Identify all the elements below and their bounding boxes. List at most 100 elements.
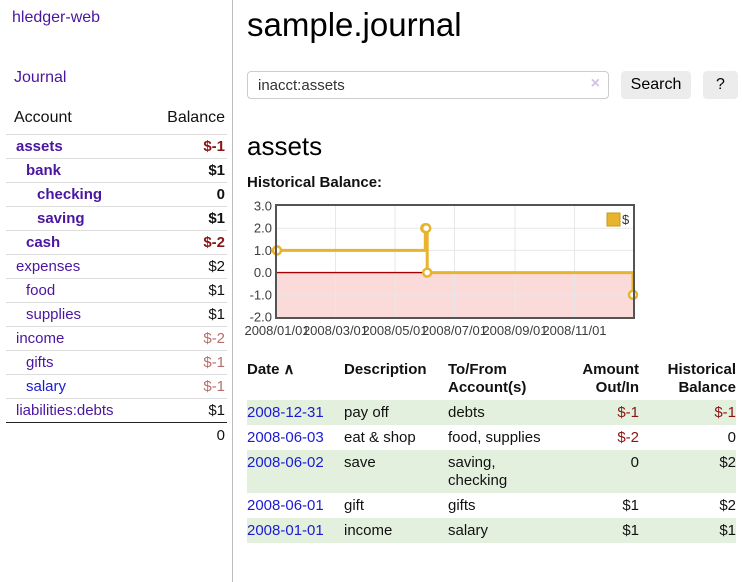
register-row: 2008-06-01 gift gifts $1 $2 xyxy=(247,493,736,518)
date-cell: 2008-01-01 xyxy=(247,518,344,543)
balance-column-header: Balance xyxy=(167,109,225,126)
register-row: 2008-01-01 income salary $1 $1 xyxy=(247,518,736,543)
date-cell: 2008-12-31 xyxy=(247,400,344,425)
account-link-saving[interactable]: saving xyxy=(37,210,85,227)
transaction-date-link[interactable]: 2008-06-03 xyxy=(247,429,324,446)
register-row: 2008-06-02 save saving, checking 0 $2 xyxy=(247,450,736,493)
balance-column-header: Historical Balance xyxy=(667,361,736,396)
amount-cell: $-1 xyxy=(617,404,639,421)
account-link-salary[interactable]: salary xyxy=(26,378,67,395)
sidebar-account-row: income $-2 xyxy=(6,326,227,350)
amount-cell: $-2 xyxy=(617,429,639,446)
date-cell: 2008-06-02 xyxy=(247,450,344,493)
svg-text:-2.0: -2.0 xyxy=(250,310,272,325)
page-title: sample.journal xyxy=(247,6,462,43)
sidebar-account-row: checking 0 xyxy=(6,182,227,206)
tofrom-accounts-cell: salary xyxy=(448,522,489,539)
sidebar-account-row: assets $-1 xyxy=(6,134,227,158)
sidebar-item-journal[interactable]: Journal xyxy=(14,69,67,86)
description-column-header: Description xyxy=(344,361,427,378)
tofrom-accounts-cell: debts xyxy=(448,404,485,421)
svg-text:2008/05/01: 2008/05/01 xyxy=(362,323,427,338)
tofrom-column-header: To/From Account(s) xyxy=(448,361,527,396)
account-balance: $-1 xyxy=(203,378,225,395)
tofrom-accounts-cell: saving, checking xyxy=(448,454,508,489)
tofrom-accounts-cell: gifts xyxy=(448,497,476,514)
search-input[interactable] xyxy=(247,71,609,99)
sidebar-account-row: gifts $-1 xyxy=(6,350,227,374)
sidebar-account-row: expenses $2 xyxy=(6,254,227,278)
account-link-checking[interactable]: checking xyxy=(37,186,103,203)
search-button[interactable]: Search xyxy=(621,71,691,99)
register-header-row: Date ∧ Description To/From Account(s) Amo… xyxy=(247,361,736,400)
account-balance: $1 xyxy=(208,306,225,323)
balance-cell: $1 xyxy=(719,522,736,539)
sidebar-account-row: bank $1 xyxy=(6,158,227,182)
svg-text:2.0: 2.0 xyxy=(254,221,272,236)
account-link-cash[interactable]: cash xyxy=(26,234,61,251)
transaction-date-link[interactable]: 2008-12-31 xyxy=(247,404,324,421)
svg-text:3.0: 3.0 xyxy=(254,201,272,214)
account-heading: assets xyxy=(247,131,323,161)
sidebar-account-row: saving $1 xyxy=(6,206,227,230)
amount-cell: $1 xyxy=(622,497,639,514)
help-button[interactable]: ? xyxy=(703,71,738,99)
tofrom-accounts-cell: food, supplies xyxy=(448,429,541,446)
account-column-header: Account xyxy=(14,109,72,126)
register-row: 2008-06-03 eat & shop food, supplies $-2 0 xyxy=(247,425,736,450)
account-balance: $1 xyxy=(208,162,225,179)
amount-cell: $1 xyxy=(622,522,639,539)
transaction-date-link[interactable]: 2008-06-02 xyxy=(247,454,324,471)
sidebar-account-row: cash $-2 xyxy=(6,230,227,254)
amount-column-header: Amount Out/In xyxy=(582,361,639,396)
accounts-table: Account Balance assets $-1 bank $1 checking 0… xyxy=(6,107,227,444)
historical-balance-chart[interactable]: $3.0 2.0 1.0 0.0 -1.0 -2.02008/01/012008/03/0… xyxy=(245,201,741,343)
date-column-header[interactable]: Date ∧ xyxy=(247,361,295,378)
account-link-income[interactable]: income xyxy=(16,330,65,347)
chart-heading: Historical Balance: xyxy=(247,174,383,191)
sidebar: hledger-web Journal Account Balance asse… xyxy=(0,0,233,582)
svg-text:$: $ xyxy=(622,212,630,227)
account-balance: $-1 xyxy=(203,354,225,371)
clear-search-icon[interactable]: × xyxy=(590,75,600,92)
description-cell: eat & shop xyxy=(344,429,416,446)
balance-cell: $2 xyxy=(719,454,736,471)
account-link-supplies[interactable]: supplies xyxy=(26,306,82,323)
transaction-date-link[interactable]: 2008-01-01 xyxy=(247,522,324,539)
account-balance: $1 xyxy=(208,402,225,419)
sidebar-account-row: salary $-1 xyxy=(6,374,227,398)
main-content: sample.journal × Search ? assets Histori… xyxy=(245,0,742,543)
register-table: Date ∧ Description To/From Account(s) Amo… xyxy=(247,361,736,543)
account-balance: $2 xyxy=(208,258,225,275)
svg-text:2008/01/01: 2008/01/01 xyxy=(245,323,310,338)
account-balance: $1 xyxy=(208,282,225,299)
balance-cell: 0 xyxy=(727,429,736,446)
svg-text:-1.0: -1.0 xyxy=(250,287,272,302)
account-link-food[interactable]: food xyxy=(26,282,56,299)
account-balance: 0 xyxy=(216,186,225,203)
account-link-expenses[interactable]: expenses xyxy=(16,258,81,275)
sidebar-account-row: food $1 xyxy=(6,278,227,302)
account-link-assets[interactable]: assets xyxy=(16,138,63,155)
svg-text:2008/03/01: 2008/03/01 xyxy=(303,323,368,338)
accounts-table-header: Account Balance xyxy=(6,107,227,134)
amount-cell: 0 xyxy=(630,454,639,471)
date-cell: 2008-06-03 xyxy=(247,425,344,450)
account-balance: $1 xyxy=(208,210,225,227)
balance-cell: $2 xyxy=(719,497,736,514)
account-link-liabilities-debts[interactable]: liabilities:debts xyxy=(16,402,114,419)
transaction-date-link[interactable]: 2008-06-01 xyxy=(247,497,324,514)
sidebar-account-row: liabilities:debts $1 xyxy=(6,398,227,422)
svg-text:2008/09/01: 2008/09/01 xyxy=(482,323,547,338)
svg-text:2008/07/01: 2008/07/01 xyxy=(422,323,487,338)
account-link-bank[interactable]: bank xyxy=(26,162,62,179)
balance-cell: $-1 xyxy=(714,404,736,421)
description-cell: income xyxy=(344,522,393,539)
app-title-link[interactable]: hledger-web xyxy=(12,9,101,26)
date-cell: 2008-06-01 xyxy=(247,493,344,518)
sort-ascending-icon: ∧ xyxy=(283,361,295,378)
svg-text:1.0: 1.0 xyxy=(254,243,272,258)
account-link-gifts[interactable]: gifts xyxy=(26,354,54,371)
sidebar-account-row: supplies $1 xyxy=(6,302,227,326)
description-cell: save xyxy=(344,454,376,471)
